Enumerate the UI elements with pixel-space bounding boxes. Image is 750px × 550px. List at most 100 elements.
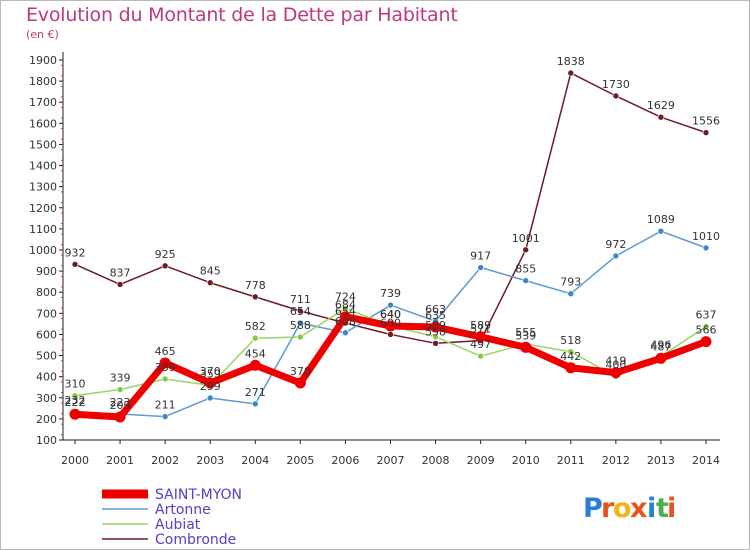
data-point-aubiat [432,333,439,341]
data-label-saint-myon: 454 [245,347,266,360]
data-label-saint-myon: 442 [560,350,581,363]
data-label-artonne: 232 [65,394,86,407]
data-point-combronde [71,261,79,268]
chart-series [69,69,712,423]
data-label-combronde: 925 [155,248,176,261]
data-point-combronde [567,69,575,77]
legend-label-artonne: Artonne [155,502,211,518]
data-point-saint-myon [69,408,81,420]
data-point-saint-myon [339,311,351,323]
data-label-aubiat: 310 [65,378,86,391]
x-tick-label: 2004 [241,454,269,467]
data-point-saint-myon [385,320,396,332]
data-point-saint-myon [520,341,532,353]
y-tick-label: 500 [36,350,57,363]
data-point-artonne [342,329,349,337]
data-label-saint-myon: 566 [696,324,717,337]
data-label-combronde: 1001 [512,232,540,245]
data-point-saint-myon [204,377,216,389]
data-point-aubiat [71,392,79,399]
data-point-combronde [297,307,304,315]
data-label-aubiat: 339 [110,372,131,385]
data-label-aubiat: 496 [650,338,671,351]
data-point-saint-myon [294,377,306,389]
data-label-combronde: 1556 [692,115,720,128]
y-tick-label: 1300 [29,181,57,194]
x-tick-label: 2011 [557,454,585,467]
x-tick-label: 2002 [151,454,179,467]
data-point-saint-myon [655,352,667,364]
data-point-combronde [206,279,214,287]
x-tick-label: 2003 [196,454,224,467]
data-label-artonne: 211 [155,399,176,412]
data-label-artonne: 299 [200,380,221,393]
data-label-aubiat: 588 [290,319,311,332]
data-label-artonne: 855 [515,263,536,276]
x-tick-label: 2000 [61,454,89,467]
y-tick-label: 1400 [29,160,57,173]
y-tick-label: 1000 [29,244,57,257]
data-label-combronde: 711 [290,293,311,306]
data-label-combronde: 600 [380,316,401,329]
data-label-aubiat: 640 [380,308,401,321]
data-label-aubiat: 389 [155,361,176,374]
y-tick-label: 1600 [29,117,57,130]
data-label-artonne: 917 [470,250,491,263]
data-point-aubiat [161,375,169,383]
data-label-artonne: 1010 [692,230,720,243]
logo-letter: o [613,493,632,524]
data-label-artonne: 271 [245,386,266,399]
data-label-artonne: 972 [605,238,626,251]
y-tick-label: 1500 [29,138,57,151]
data-point-saint-myon [565,362,577,374]
data-point-aubiat [251,334,259,342]
logo-letter: r [601,493,615,524]
logo-letter: i [667,493,676,524]
data-point-artonne [477,264,484,271]
data-label-saint-myon: 419 [605,355,626,368]
data-label-saint-myon: 684 [335,299,356,312]
y-tick-label: 700 [36,307,57,320]
data-point-artonne [206,394,214,402]
data-point-artonne [567,290,575,298]
data-point-aubiat [702,323,710,330]
data-label-artonne: 793 [560,276,581,289]
data-point-saint-myon [159,357,171,369]
x-tick-label: 2007 [377,454,405,467]
legend-label-saint-myon: SAINT-MYON [155,487,242,503]
y-tick-label: 200 [36,413,57,426]
data-label-combronde: 778 [245,279,266,292]
y-tick-label: 800 [36,286,57,299]
y-tick-label: 1900 [29,54,57,67]
data-label-saint-myon: 640 [380,308,401,321]
y-tick-label: 1700 [29,96,57,109]
data-label-artonne: 654 [290,305,311,318]
y-tick-label: 400 [36,371,57,384]
logo-letter: i [647,493,656,524]
data-point-combronde [387,331,394,338]
data-label-combronde: 845 [200,265,221,278]
data-point-combronde [432,340,439,347]
data-point-combronde [657,113,665,121]
data-point-combronde [251,293,259,301]
data-label-combronde: 932 [65,246,86,259]
data-point-artonne [161,413,169,420]
data-label-aubiat: 589 [425,319,446,332]
data-label-saint-myon: 209 [110,399,131,412]
legend-label-combronde: Combronde [155,532,236,548]
y-tick-label: 1200 [29,202,57,215]
y-tick-label: 1100 [29,223,57,236]
data-label-artonne: 608 [335,315,356,328]
data-label-aubiat: 359 [200,367,221,380]
data-point-combronde [612,92,620,100]
data-point-saint-myon [475,331,487,343]
data-label-saint-myon: 635 [425,309,446,322]
data-point-aubiat [477,352,484,360]
x-tick-label: 2010 [512,454,540,467]
data-label-artonne: 223 [110,396,131,409]
logo-letter: x [630,493,647,524]
data-label-saint-myon: 222 [65,396,86,409]
chart-title: Evolution du Montant de la Dette par Hab… [26,4,458,26]
